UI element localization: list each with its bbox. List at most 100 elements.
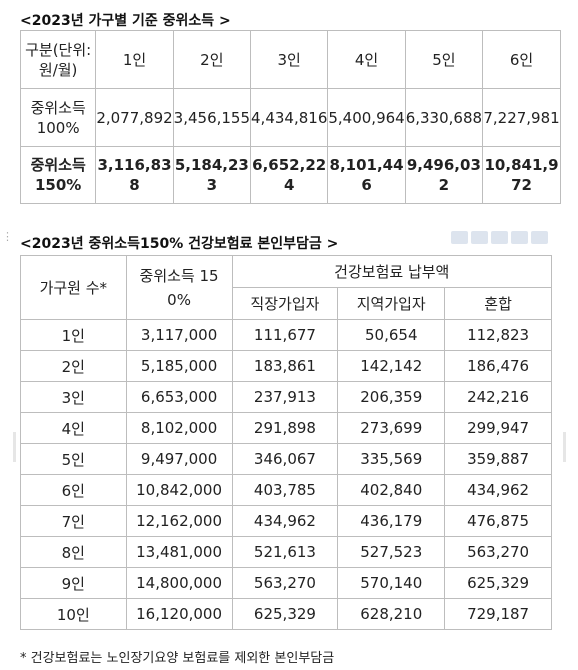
table-row: 1인 3,117,000 111,677 50,654 112,823	[20, 319, 552, 351]
table-cell: 6,653,000	[125, 381, 233, 413]
table-row: 9인 14,800,000 563,270 570,140 625,329	[20, 567, 552, 599]
table-cell: 6,330,688	[404, 88, 484, 147]
table-cell: 4,434,816	[250, 88, 329, 147]
table-cell: 112,823	[444, 319, 552, 351]
row-label: 중위소득 150%	[19, 146, 97, 204]
header-cell: 4인	[327, 30, 406, 89]
table-cell: 563,270	[444, 536, 552, 568]
mixed-header: 혼합	[444, 287, 552, 320]
table-cell: 206,359	[337, 381, 446, 413]
members-header: 가구원 수*	[20, 255, 127, 320]
table-cell: 5,184,23 3	[172, 146, 252, 204]
table-row: 5인 9,497,000 346,067 335,569 359,887	[20, 443, 552, 475]
table-header-row: 구분(단위: 원/월) 1인 2인 3인 4인 5인 6인	[19, 30, 561, 89]
table-cell: 237,913	[231, 381, 339, 413]
median-income-title: <2023년 가구별 기준 중위소득 >	[20, 13, 231, 29]
table-cell: 14,800,000	[125, 567, 233, 599]
table-cell: 628,210	[337, 598, 446, 630]
table-cell: 3,117,000	[125, 319, 233, 351]
table-cell: 570,140	[337, 567, 446, 599]
row-label: 2인	[20, 350, 127, 382]
header-cell: 3인	[250, 30, 329, 89]
table-cell: 476,875	[444, 505, 552, 537]
table-cell: 402,840	[337, 474, 446, 506]
table-cell: 8,102,000	[125, 412, 233, 444]
more-icon[interactable]	[531, 231, 548, 244]
premium-group-header: 건강보험료 납부액	[231, 255, 553, 288]
table-cell: 359,887	[444, 443, 552, 475]
block-toolbar	[451, 231, 548, 244]
table-cell: 346,067	[231, 443, 339, 475]
table-cell: 7,227,981	[482, 88, 561, 147]
table-cell: 16,120,000	[125, 598, 233, 630]
employee-header: 직장가입자	[231, 287, 339, 320]
regional-header: 지역가입자	[337, 287, 446, 320]
table-row: 3인 6,653,000 237,913 206,359 242,216	[20, 381, 552, 413]
row-label: 5인	[20, 443, 127, 475]
table-cell: 3,116,83 8	[95, 146, 174, 204]
table-cell: 563,270	[231, 567, 339, 599]
left-scroll-handle[interactable]	[13, 432, 16, 462]
row-label: 6인	[20, 474, 127, 506]
table-cell: 625,329	[444, 567, 552, 599]
row-label: 9인	[20, 567, 127, 599]
health-premium-table: 가구원 수* 중위소득 15 0% 건강보험료 납부액 직장가입자 지역가입자 …	[20, 255, 553, 630]
table-row: 중위소득 100% 2,077,892 3,456,155 4,434,816 5,40…	[19, 88, 561, 147]
table-cell: 12,162,000	[125, 505, 233, 537]
table-cell: 10,841,9 72	[482, 146, 561, 204]
row-label: 3인	[20, 381, 127, 413]
table-cell: 273,699	[337, 412, 446, 444]
table-row: 2인 5,185,000 183,861 142,142 186,476	[20, 350, 552, 382]
table-cell: 8,101,44 6	[327, 146, 406, 204]
table-cell: 335,569	[337, 443, 446, 475]
link-icon[interactable]	[471, 231, 488, 244]
table-cell: 6,652,22 4	[250, 146, 329, 204]
table-cell: 5,400,964	[327, 88, 406, 147]
row-label: 중위소득 100%	[19, 88, 97, 147]
comment-icon[interactable]	[451, 231, 468, 244]
table-row: 8인 13,481,000 521,613 527,523 563,270	[20, 536, 552, 568]
table-cell: 3,456,155	[172, 88, 252, 147]
row-label: 1인	[20, 319, 127, 351]
table-cell: 729,187	[444, 598, 552, 630]
table-cell: 521,613	[231, 536, 339, 568]
table-cell: 9,496,03 2	[404, 146, 484, 204]
table-cell: 186,476	[444, 350, 552, 382]
row-label: 4인	[20, 412, 127, 444]
footnote: * 건강보험료는 노인장기요양 보험료를 제외한 본인부담금	[20, 651, 335, 666]
median-income-table: 구분(단위: 원/월) 1인 2인 3인 4인 5인 6인 중위소득 100% 2,077,89…	[19, 30, 561, 204]
row-label: 7인	[20, 505, 127, 537]
table-cell: 10,842,000	[125, 474, 233, 506]
table-cell: 2,077,892	[95, 88, 174, 147]
row-label: 10인	[20, 598, 127, 630]
table-cell: 291,898	[231, 412, 339, 444]
drag-handle-icon[interactable]: ⋮	[2, 230, 13, 243]
table-cell: 403,785	[231, 474, 339, 506]
header-cell: 6인	[482, 30, 561, 89]
right-scroll-handle[interactable]	[563, 432, 566, 462]
table-row: 6인 10,842,000 403,785 402,840 434,962	[20, 474, 552, 506]
table-cell: 142,142	[337, 350, 446, 382]
table-row: 7인 12,162,000 434,962 436,179 476,875	[20, 505, 552, 537]
table-cell: 436,179	[337, 505, 446, 537]
table-cell: 50,654	[337, 319, 446, 351]
table-cell: 111,677	[231, 319, 339, 351]
header-cell: 2인	[172, 30, 252, 89]
quote-icon[interactable]	[491, 231, 508, 244]
header-cell: 구분(단위: 원/월)	[19, 30, 97, 89]
table-cell: 5,185,000	[125, 350, 233, 382]
table-cell: 183,861	[231, 350, 339, 382]
table-row: 10인 16,120,000 625,329 628,210 729,187	[20, 598, 552, 630]
table-cell: 527,523	[337, 536, 446, 568]
header-cell: 5인	[404, 30, 484, 89]
settings-icon[interactable]	[511, 231, 528, 244]
header-cell: 1인	[95, 30, 174, 89]
table-cell: 9,497,000	[125, 443, 233, 475]
table-cell: 299,947	[444, 412, 552, 444]
table-cell: 625,329	[231, 598, 339, 630]
table-cell: 434,962	[231, 505, 339, 537]
income-header: 중위소득 15 0%	[125, 255, 233, 320]
row-label: 8인	[20, 536, 127, 568]
premium-title: <2023년 중위소득150% 건강보험료 본인부담금 >	[20, 236, 339, 252]
